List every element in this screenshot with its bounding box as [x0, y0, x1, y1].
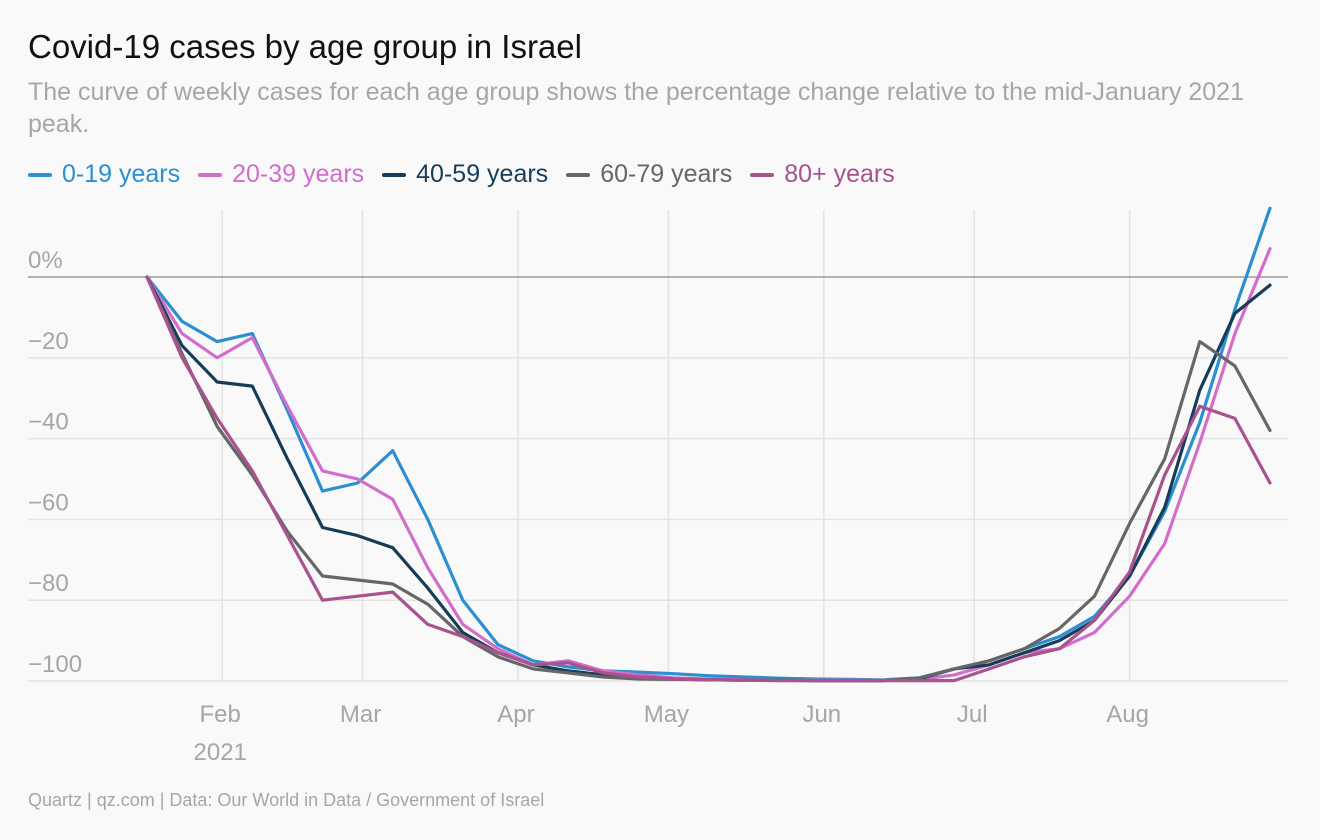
legend-swatch — [382, 172, 407, 177]
legend-label: 80+ years — [784, 160, 895, 188]
x-tick-label: Apr — [497, 701, 534, 728]
x-tick-label: Feb — [200, 701, 241, 728]
legend-item-80plus: 80+ years — [750, 160, 895, 189]
legend-label: 0-19 years — [62, 160, 181, 188]
x-tick-sublabel: 2021 — [194, 739, 247, 766]
y-tick-label: 0% — [28, 247, 63, 274]
legend-label: 20-39 years — [232, 160, 365, 188]
y-tick-label: −80 — [28, 570, 69, 597]
y-tick-label: −20 — [28, 328, 69, 355]
chart-title: Covid-19 cases by age group in Israel — [28, 28, 582, 65]
legend-item-0-19: 0-19 years — [28, 160, 180, 189]
legend-label: 40-59 years — [416, 160, 549, 188]
chart-subtitle: The curve of weekly cases for each age g… — [28, 78, 1244, 138]
legend-swatch — [566, 172, 591, 177]
x-tick-label: Jun — [802, 701, 841, 728]
source-note: Quartz | qz.com | Data: Our World in Dat… — [28, 790, 545, 810]
legend-item-20-39: 20-39 years — [198, 160, 364, 189]
x-tick-label: Mar — [340, 701, 381, 728]
legend-swatch — [750, 172, 775, 177]
legend-item-40-59: 40-59 years — [382, 160, 548, 189]
x-tick-label: Aug — [1106, 701, 1149, 728]
y-tick-label: −40 — [28, 409, 69, 436]
series-line-20-39-years — [145, 247, 1272, 682]
series-line-0-19-years — [145, 206, 1272, 682]
legend-swatch — [28, 172, 52, 177]
y-tick-label: −100 — [28, 651, 82, 678]
legend: 0-19 years 20-39 years 40-59 years 60-79… — [28, 160, 895, 189]
x-tick-label: Jul — [957, 701, 988, 728]
legend-swatch — [198, 172, 223, 177]
series-line-80-years — [145, 275, 1272, 683]
x-tick-label: May — [644, 701, 689, 728]
legend-label: 60-79 years — [600, 160, 733, 188]
legend-item-60-79: 60-79 years — [566, 160, 732, 189]
y-tick-label: −60 — [28, 489, 69, 516]
